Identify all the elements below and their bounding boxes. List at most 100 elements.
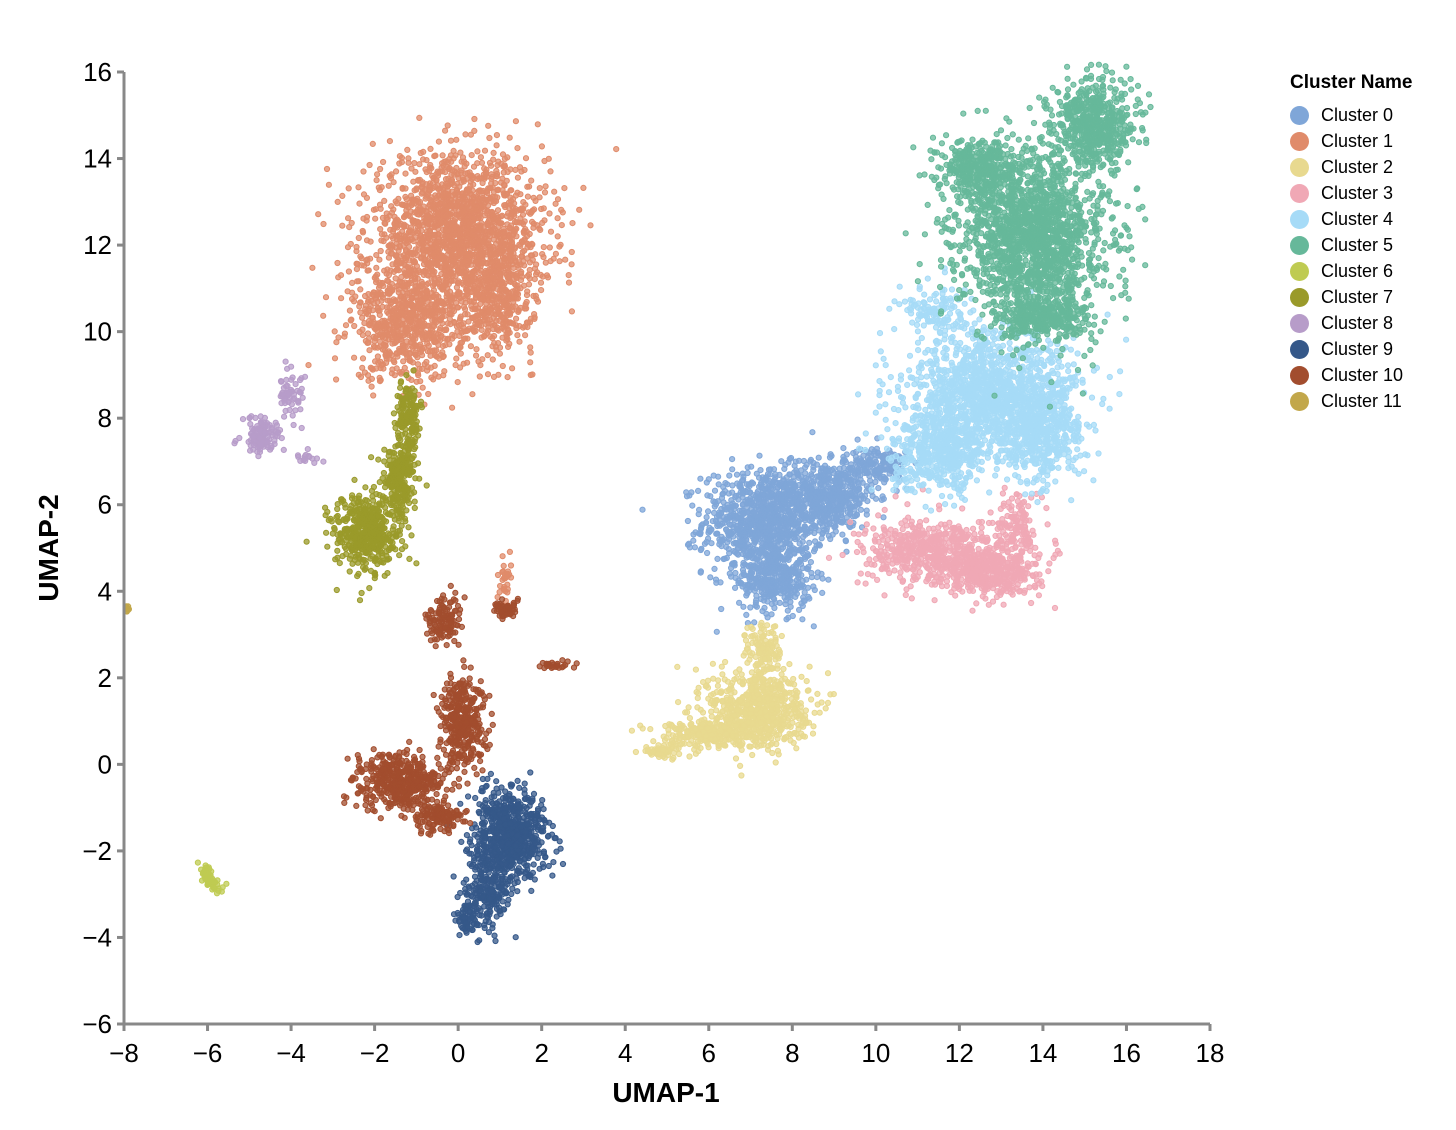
data-point xyxy=(540,205,547,212)
data-point xyxy=(396,260,403,267)
data-point xyxy=(366,347,373,354)
data-point xyxy=(494,302,501,310)
data-point xyxy=(386,355,393,362)
data-point xyxy=(790,549,798,556)
data-point xyxy=(841,457,849,464)
data-point xyxy=(751,533,758,541)
data-point xyxy=(864,454,871,461)
data-point xyxy=(771,595,778,603)
data-point xyxy=(524,255,531,262)
data-point xyxy=(816,518,823,526)
data-point xyxy=(777,479,784,486)
data-point xyxy=(752,514,759,521)
data-point xyxy=(489,343,496,350)
data-point xyxy=(810,510,817,517)
data-point xyxy=(771,532,778,539)
data-point xyxy=(444,320,451,327)
data-point xyxy=(481,313,488,321)
data-point xyxy=(714,498,722,505)
data-point xyxy=(546,244,553,251)
data-point xyxy=(413,312,420,319)
data-point xyxy=(439,152,446,159)
data-point xyxy=(524,273,531,280)
data-point xyxy=(744,549,751,556)
points-layer xyxy=(122,61,1154,946)
data-point xyxy=(765,491,772,499)
data-point xyxy=(393,253,400,260)
data-point xyxy=(505,199,513,206)
data-point xyxy=(815,454,822,461)
data-point xyxy=(556,258,563,265)
data-point xyxy=(796,540,803,547)
data-point xyxy=(554,233,561,240)
data-point xyxy=(880,453,887,460)
data-point xyxy=(518,253,525,260)
data-point xyxy=(459,208,466,216)
data-point xyxy=(438,284,445,291)
data-point xyxy=(365,321,372,328)
data-point xyxy=(715,481,722,488)
data-point xyxy=(861,466,868,473)
data-point xyxy=(554,196,562,203)
data-point xyxy=(407,310,414,317)
data-point xyxy=(422,195,429,202)
data-point xyxy=(512,118,520,125)
data-point xyxy=(796,568,803,575)
data-point xyxy=(389,334,396,341)
data-point xyxy=(417,283,424,290)
data-point xyxy=(807,456,815,463)
data-point xyxy=(439,232,446,239)
data-point xyxy=(803,484,810,491)
data-point xyxy=(512,303,519,310)
data-point xyxy=(423,288,430,295)
data-point xyxy=(746,543,754,551)
data-point xyxy=(472,239,480,246)
data-point xyxy=(827,451,834,458)
data-point xyxy=(481,147,489,154)
data-point xyxy=(496,350,503,357)
data-point xyxy=(514,174,522,181)
data-point xyxy=(370,206,377,213)
data-point xyxy=(732,584,739,592)
data-point xyxy=(348,316,355,323)
data-point xyxy=(444,299,451,306)
data-point xyxy=(479,259,486,266)
data-point xyxy=(774,493,781,500)
data-point xyxy=(456,289,463,296)
data-point xyxy=(784,535,791,542)
data-point xyxy=(763,529,770,536)
data-point xyxy=(373,264,380,271)
data-point xyxy=(780,544,787,551)
data-point xyxy=(547,258,554,265)
data-point xyxy=(500,225,507,232)
data-point xyxy=(339,192,346,199)
data-point xyxy=(419,241,426,248)
data-point xyxy=(845,504,853,511)
data-point xyxy=(378,231,385,238)
data-point xyxy=(467,278,475,285)
data-point xyxy=(509,294,517,301)
data-point xyxy=(695,487,702,494)
data-point xyxy=(344,288,351,295)
data-point xyxy=(775,527,782,534)
data-point xyxy=(546,210,553,217)
data-point xyxy=(527,244,534,251)
data-point xyxy=(728,508,735,515)
data-point xyxy=(372,215,379,222)
data-point xyxy=(526,183,533,190)
data-point xyxy=(520,220,527,228)
data-point xyxy=(414,361,422,368)
data-point xyxy=(462,217,470,224)
data-point xyxy=(430,376,437,383)
data-point xyxy=(767,521,774,528)
data-point xyxy=(686,544,694,551)
data-point xyxy=(504,570,511,577)
data-point xyxy=(755,495,762,502)
data-point xyxy=(547,228,555,235)
data-point xyxy=(499,362,506,370)
data-point xyxy=(406,322,413,329)
data-point xyxy=(473,352,480,359)
data-point xyxy=(400,358,407,365)
data-point xyxy=(462,131,469,138)
data-point xyxy=(451,190,459,198)
